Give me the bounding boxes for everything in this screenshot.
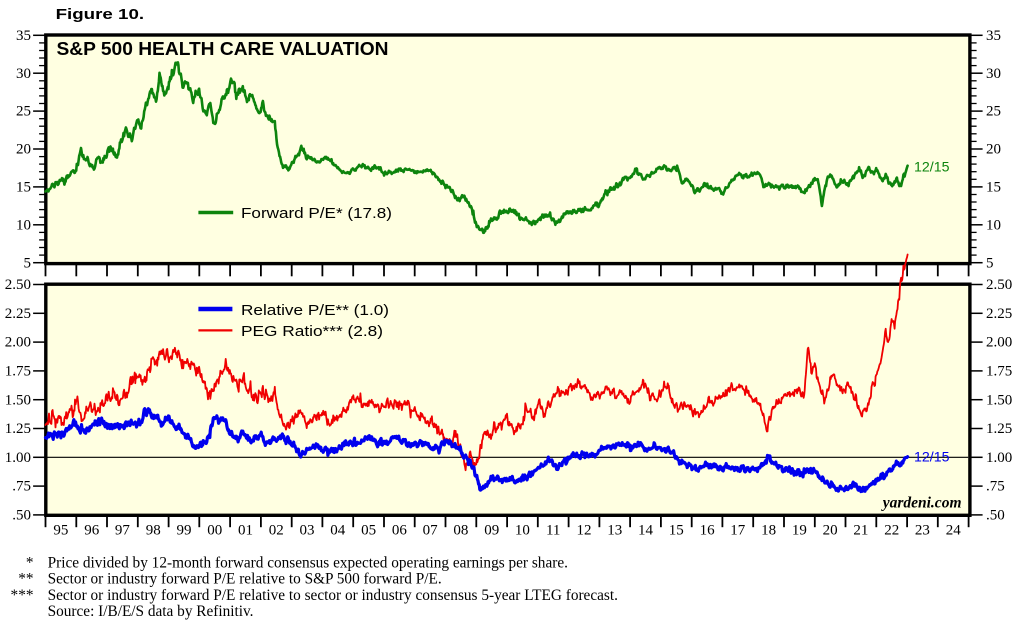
svg-text:15: 15 [986, 180, 1001, 196]
svg-text:24: 24 [946, 522, 962, 538]
svg-text:13: 13 [607, 522, 622, 538]
svg-text:Price divided by 12-month forw: Price divided by 12-month forward consen… [48, 554, 568, 571]
svg-text:1.75: 1.75 [5, 364, 31, 380]
svg-text:18: 18 [761, 522, 776, 538]
svg-text:12: 12 [577, 522, 592, 538]
svg-text:Source: I/B/E/S data by Refini: Source: I/B/E/S data by Refinitiv. [48, 603, 254, 620]
svg-text:2.25: 2.25 [5, 306, 31, 322]
svg-text:yardeni.com: yardeni.com [881, 495, 962, 512]
svg-text:02: 02 [269, 522, 284, 538]
svg-text:2.00: 2.00 [986, 335, 1012, 351]
svg-text:10: 10 [986, 217, 1001, 233]
svg-text:***: *** [11, 587, 34, 604]
svg-text:5: 5 [986, 255, 994, 271]
svg-text:1.50: 1.50 [986, 392, 1012, 408]
svg-text:06: 06 [392, 522, 408, 538]
svg-text:12/15: 12/15 [914, 449, 950, 465]
svg-text:S&P 500 HEALTH CARE VALUATION: S&P 500 HEALTH CARE VALUATION [57, 39, 389, 59]
svg-text:11: 11 [546, 522, 560, 538]
svg-text:95: 95 [53, 522, 68, 538]
svg-text:09: 09 [484, 522, 499, 538]
svg-text:1.25: 1.25 [5, 421, 31, 437]
svg-text:.75: .75 [986, 479, 1005, 495]
svg-text:2.50: 2.50 [5, 277, 31, 293]
svg-text:12/15: 12/15 [914, 159, 950, 175]
svg-text:25: 25 [16, 104, 31, 120]
svg-text:.50: .50 [986, 508, 1005, 524]
svg-text:25: 25 [986, 104, 1001, 120]
svg-text:2.50: 2.50 [986, 277, 1012, 293]
svg-text:20: 20 [16, 142, 31, 158]
svg-text:Figure 10.: Figure 10. [56, 6, 145, 23]
svg-text:05: 05 [361, 522, 376, 538]
svg-text:10: 10 [16, 217, 31, 233]
svg-text:2.00: 2.00 [5, 335, 31, 351]
svg-text:.50: .50 [12, 508, 31, 524]
svg-text:14: 14 [638, 522, 654, 538]
svg-text:1.75: 1.75 [986, 364, 1012, 380]
svg-text:10: 10 [515, 522, 530, 538]
svg-text:2.25: 2.25 [986, 306, 1012, 322]
svg-text:Relative P/E** (1.0): Relative P/E** (1.0) [241, 302, 389, 319]
svg-text:1.25: 1.25 [986, 421, 1012, 437]
svg-text:**: ** [18, 571, 33, 588]
svg-text:35: 35 [16, 28, 31, 44]
svg-text:30: 30 [986, 66, 1001, 82]
svg-text:96: 96 [84, 522, 100, 538]
svg-text:03: 03 [300, 522, 315, 538]
svg-text:PEG Ratio*** (2.8): PEG Ratio*** (2.8) [241, 323, 383, 340]
svg-text:20: 20 [986, 142, 1001, 158]
svg-text:99: 99 [177, 522, 192, 538]
svg-text:08: 08 [453, 522, 468, 538]
svg-text:00: 00 [207, 522, 222, 538]
svg-text:1.50: 1.50 [5, 392, 31, 408]
svg-text:1.00: 1.00 [986, 450, 1012, 466]
svg-text:97: 97 [115, 522, 131, 538]
svg-text:*: * [26, 554, 34, 571]
svg-text:16: 16 [700, 522, 716, 538]
svg-text:17: 17 [730, 522, 746, 538]
svg-text:.75: .75 [12, 479, 31, 495]
svg-text:30: 30 [16, 66, 31, 82]
svg-text:01: 01 [238, 522, 253, 538]
svg-text:15: 15 [669, 522, 684, 538]
svg-text:98: 98 [146, 522, 161, 538]
svg-text:20: 20 [823, 522, 838, 538]
svg-text:19: 19 [792, 522, 807, 538]
svg-text:23: 23 [915, 522, 930, 538]
svg-text:07: 07 [423, 522, 439, 538]
svg-text:15: 15 [16, 180, 31, 196]
svg-text:22: 22 [884, 522, 899, 538]
svg-text:Sector or industry forward P/E: Sector or industry forward P/E relative … [48, 571, 442, 588]
svg-text:04: 04 [330, 522, 346, 538]
svg-text:Forward P/E* (17.8): Forward P/E* (17.8) [241, 205, 392, 222]
svg-text:21: 21 [853, 522, 868, 538]
svg-text:5: 5 [24, 255, 32, 271]
svg-text:1.00: 1.00 [5, 450, 31, 466]
svg-text:35: 35 [986, 28, 1001, 44]
svg-text:Sector or industry forward P/E: Sector or industry forward P/E relative … [48, 587, 618, 604]
